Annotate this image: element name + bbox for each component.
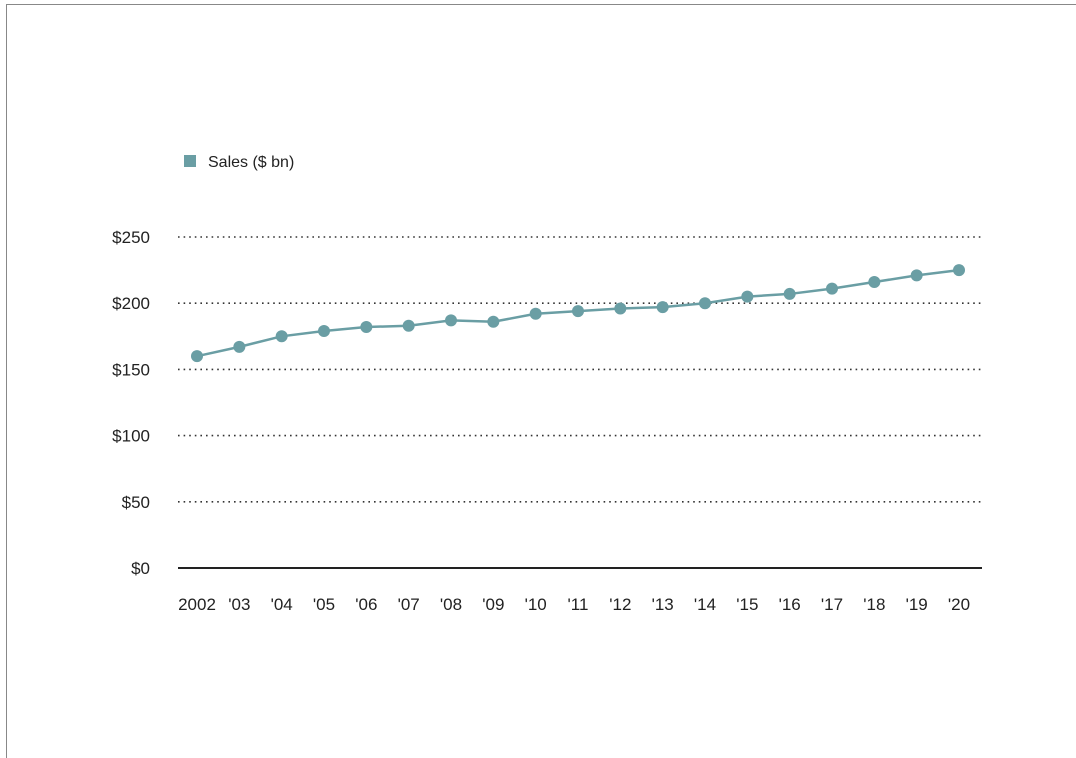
x-tick-label: '19 — [906, 595, 928, 614]
y-tick-label: $100 — [112, 427, 150, 446]
sales-point — [445, 314, 457, 327]
y-tick-label: $150 — [112, 360, 150, 379]
x-tick-label: '17 — [821, 595, 843, 614]
sales-point — [529, 307, 542, 320]
x-axis-labels: 2002 '03 '04 '05 '06 '07 '08 '09 '10 '11 '12 '13 '14… — [178, 595, 970, 614]
x-tick-label: '10 — [525, 595, 547, 614]
y-tick-label: $50 — [122, 493, 150, 512]
x-tick-label: '11 — [568, 595, 589, 614]
sales-point — [487, 315, 500, 328]
chart-frame — [6, 4, 1076, 758]
x-tick-label: '08 — [440, 595, 462, 614]
x-tick-label: '06 — [355, 595, 377, 614]
legend-label: Sales ($ bn) — [208, 154, 294, 171]
sales-point — [868, 276, 881, 289]
legend: Sales ($ bn) — [184, 154, 294, 171]
sales-point — [191, 350, 203, 363]
sales-point — [699, 297, 711, 310]
sales-point — [275, 330, 288, 343]
x-tick-label: '05 — [313, 595, 335, 614]
x-tick-label: '03 — [228, 595, 250, 614]
series-layer — [191, 264, 965, 363]
x-tick-label: '15 — [736, 595, 758, 614]
sales-point — [402, 319, 415, 332]
x-tick-label: '07 — [398, 595, 420, 614]
y-tick-label: $200 — [112, 294, 150, 313]
x-tick-label: '04 — [271, 595, 293, 614]
x-tick-label: '20 — [948, 595, 970, 614]
y-tick-label: $250 — [112, 228, 150, 247]
sales-point — [910, 269, 923, 282]
x-tick-label: '16 — [779, 595, 801, 614]
sales-point — [233, 340, 246, 353]
gridlines — [178, 236, 982, 569]
sales-point — [741, 290, 754, 303]
y-tick-label: $0 — [131, 559, 150, 578]
x-tick-label: '14 — [694, 595, 716, 614]
x-tick-label: '12 — [609, 595, 631, 614]
sales-point — [318, 325, 330, 338]
sales-point — [656, 301, 669, 314]
x-tick-label: '09 — [482, 595, 504, 614]
x-tick-label: 2002 — [178, 595, 216, 614]
sales-point — [572, 305, 584, 318]
sales-point — [783, 287, 796, 300]
x-tick-label: '13 — [652, 595, 674, 614]
y-axis-labels: $0 $50 $100 $150 $200 $250 — [112, 228, 150, 578]
x-tick-label: '18 — [863, 595, 885, 614]
sales-point — [826, 282, 838, 295]
sales-point — [614, 302, 627, 315]
sales-point — [953, 264, 965, 277]
legend-swatch — [184, 155, 196, 167]
sales-point — [360, 321, 373, 334]
